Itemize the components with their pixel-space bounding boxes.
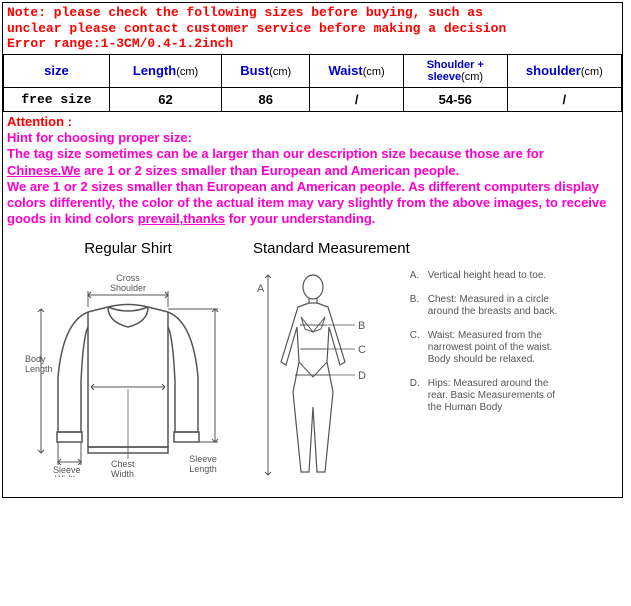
note-line2: unclear please contact customer service …: [7, 21, 618, 37]
svg-text:Shoulder: Shoulder: [110, 283, 146, 293]
th-shoulder: shoulder(cm): [507, 54, 621, 87]
shirt-diagram: Cross Shoulder Body Length Chest Width: [23, 267, 233, 477]
measure-item-c: C. Waist: Measured from the narrowest po…: [410, 330, 560, 366]
svg-text:A: A: [257, 283, 265, 295]
svg-text:Sleeve: Sleeve: [189, 454, 217, 464]
svg-text:Width: Width: [111, 469, 134, 477]
th-length: Length(cm): [109, 54, 221, 87]
td-length: 62: [109, 87, 221, 111]
note-line1: Note: please check the following sizes b…: [7, 5, 618, 21]
table-row: free size 62 86 / 54-56 /: [4, 87, 622, 111]
svg-text:Body: Body: [25, 354, 46, 364]
td-shoulder-sleeve: 54-56: [403, 87, 507, 111]
svg-text:C: C: [358, 344, 366, 356]
th-waist: Waist(cm): [310, 54, 403, 87]
svg-text:Chest: Chest: [111, 459, 135, 469]
td-bust: 86: [222, 87, 310, 111]
table-header-row: size Length(cm) Bust(cm) Waist(cm) Shoul…: [4, 54, 622, 87]
td-waist: /: [310, 87, 403, 111]
svg-text:B: B: [358, 320, 365, 332]
svg-text:D: D: [358, 370, 366, 382]
standard-measure-col: Standard Measurement: [253, 240, 560, 487]
note-section: Note: please check the following sizes b…: [3, 3, 622, 54]
sizing-card: Note: please check the following sizes b…: [2, 2, 623, 498]
th-shoulder-sleeve: Shoulder + sleeve(cm): [403, 54, 507, 87]
standard-title: Standard Measurement: [253, 240, 410, 257]
th-size: size: [4, 54, 110, 87]
attention-section: Attention : Hint for choosing proper siz…: [3, 112, 622, 230]
measure-item-b: B. Chest: Measured in a circle around th…: [410, 294, 560, 318]
regular-shirt-title: Regular Shirt: [23, 240, 233, 257]
td-size: free size: [4, 87, 110, 111]
size-table: size Length(cm) Bust(cm) Waist(cm) Shoul…: [3, 54, 622, 112]
regular-shirt-col: Regular Shirt: [23, 240, 233, 487]
measurement-list: A. Vertical height head to toe. B. Chest…: [410, 240, 560, 487]
attention-p1: The tag size sometimes can be a larger t…: [7, 146, 618, 179]
svg-text:Length: Length: [25, 364, 53, 374]
svg-text:Width: Width: [55, 474, 78, 477]
svg-text:Length: Length: [189, 464, 217, 474]
svg-text:Cross: Cross: [116, 273, 140, 283]
measure-item-d: D. Hips: Measured around the rear. Basic…: [410, 378, 560, 414]
attention-title: Attention :: [7, 114, 618, 130]
td-shoulder: /: [507, 87, 621, 111]
diagram-section: Regular Shirt: [3, 230, 622, 497]
body-diagram: A B C D: [253, 267, 373, 487]
note-line3: Error range:1-3CM/0.4-1.2inch: [7, 36, 618, 52]
attention-p2-3: We are 1 or 2 sizes smaller than Europea…: [7, 179, 618, 228]
th-bust: Bust(cm): [222, 54, 310, 87]
attention-hint: Hint for choosing proper size:: [7, 130, 618, 146]
measure-item-a: A. Vertical height head to toe.: [410, 270, 560, 282]
